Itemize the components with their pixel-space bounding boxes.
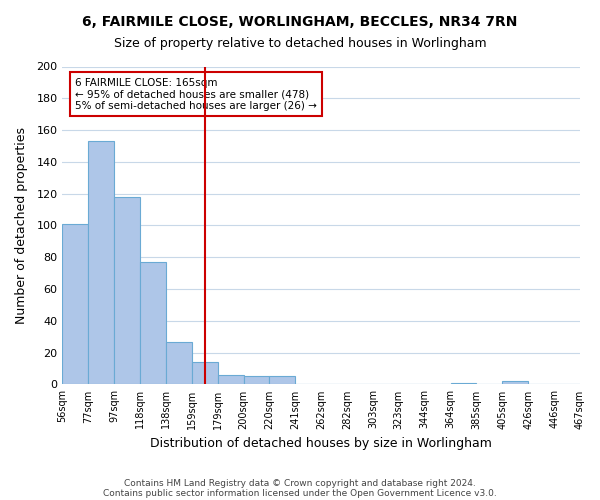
Bar	[192, 362, 218, 384]
Bar	[62, 224, 88, 384]
Bar	[269, 376, 295, 384]
Bar	[88, 141, 114, 384]
Bar	[114, 197, 140, 384]
X-axis label: Distribution of detached houses by size in Worlingham: Distribution of detached houses by size …	[150, 437, 492, 450]
Y-axis label: Number of detached properties: Number of detached properties	[15, 127, 28, 324]
Text: Contains public sector information licensed under the Open Government Licence v3: Contains public sector information licen…	[103, 488, 497, 498]
Text: 6 FAIRMILE CLOSE: 165sqm
← 95% of detached houses are smaller (478)
5% of semi-d: 6 FAIRMILE CLOSE: 165sqm ← 95% of detach…	[75, 78, 317, 111]
Bar	[166, 342, 192, 384]
Text: Size of property relative to detached houses in Worlingham: Size of property relative to detached ho…	[113, 38, 487, 51]
Bar	[451, 383, 476, 384]
Bar	[140, 262, 166, 384]
Bar	[502, 382, 528, 384]
Text: Contains HM Land Registry data © Crown copyright and database right 2024.: Contains HM Land Registry data © Crown c…	[124, 478, 476, 488]
Bar	[244, 376, 269, 384]
Text: 6, FAIRMILE CLOSE, WORLINGHAM, BECCLES, NR34 7RN: 6, FAIRMILE CLOSE, WORLINGHAM, BECCLES, …	[82, 15, 518, 29]
Bar	[218, 375, 244, 384]
